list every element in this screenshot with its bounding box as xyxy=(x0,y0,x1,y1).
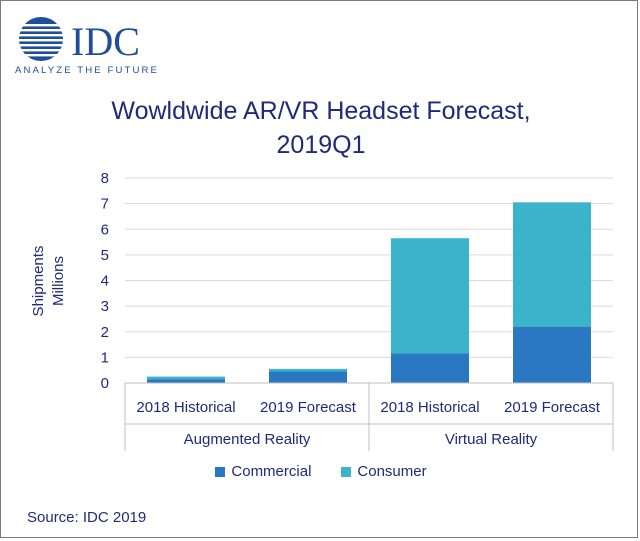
bar-consumer xyxy=(513,202,591,327)
chart-title-line1: Wowldwide AR/VR Headset Forecast, xyxy=(111,97,531,125)
bar-consumer xyxy=(147,376,225,380)
y-tick-label: 6 xyxy=(101,221,109,238)
y-tick-label: 2 xyxy=(101,324,109,341)
source-note: Source: IDC 2019 xyxy=(27,509,147,526)
bar-commercial xyxy=(269,371,347,383)
y-tick-label: 0 xyxy=(101,375,109,392)
legend-swatch-commercial xyxy=(215,466,226,477)
legend-item-commercial: Commercial xyxy=(215,463,311,480)
x-tick-label: 2019 Forecast xyxy=(504,399,601,416)
y-tick-label: 4 xyxy=(101,273,109,290)
y-tick-label: 7 xyxy=(101,196,109,213)
group-label: Augmented Reality xyxy=(184,431,311,448)
y-axis-title: Millions xyxy=(50,256,67,306)
legend-label-commercial: Commercial xyxy=(231,463,312,480)
legend-swatch-consumer xyxy=(341,466,352,477)
idc-logo-text: IDC xyxy=(71,19,140,64)
globe-icon xyxy=(19,17,63,61)
x-tick-label: 2018 Historical xyxy=(136,399,235,416)
y-axis-title: Shipments xyxy=(30,246,47,317)
y-tick-label: 8 xyxy=(101,170,109,187)
y-tick-label: 5 xyxy=(101,247,109,264)
x-tick-label: 2018 Historical xyxy=(380,399,479,416)
y-tick-label: 3 xyxy=(101,298,109,315)
idc-logo: IDC ANALYZE THE FUTURE xyxy=(15,17,159,76)
bar-commercial xyxy=(513,326,591,383)
y-tick-label: 1 xyxy=(101,349,109,366)
chart-title-line2: 2019Q1 xyxy=(276,131,366,159)
group-label: Virtual Reality xyxy=(445,431,538,448)
bar-consumer xyxy=(391,238,469,354)
bar-commercial xyxy=(391,353,469,383)
legend: Commercial Consumer xyxy=(1,463,640,480)
bar-commercial xyxy=(147,379,225,383)
legend-label-consumer: Consumer xyxy=(357,463,427,480)
bar-consumer xyxy=(269,368,347,372)
x-tick-label: 2019 Forecast xyxy=(260,399,357,416)
idc-tagline: ANALYZE THE FUTURE xyxy=(15,65,159,76)
legend-item-consumer: Consumer xyxy=(341,463,427,480)
